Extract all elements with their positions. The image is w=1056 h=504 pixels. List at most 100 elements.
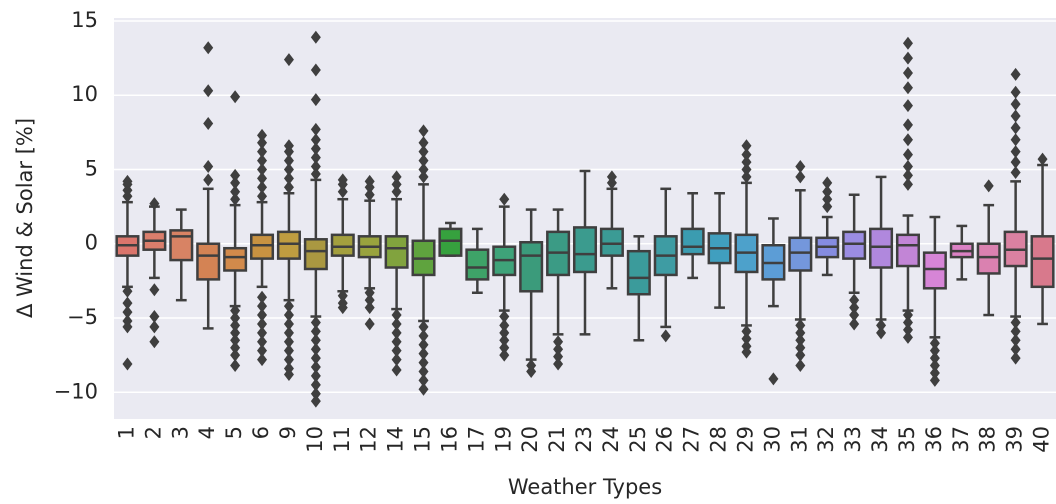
outlier bbox=[310, 351, 321, 365]
box bbox=[250, 233, 275, 260]
outlier bbox=[310, 142, 321, 156]
outlier bbox=[391, 170, 402, 184]
outlier bbox=[230, 168, 241, 182]
outlier bbox=[849, 293, 860, 307]
outlier bbox=[364, 301, 375, 315]
outlier bbox=[283, 326, 294, 340]
outlier bbox=[553, 357, 564, 371]
outlier bbox=[902, 36, 913, 50]
outlier bbox=[364, 286, 375, 300]
x-tick-label: 2 bbox=[141, 426, 165, 439]
y-tick-label: 10 bbox=[71, 82, 98, 106]
box bbox=[384, 235, 409, 269]
outlier bbox=[310, 394, 321, 408]
box bbox=[895, 233, 920, 268]
outlier bbox=[230, 348, 241, 362]
outlier bbox=[283, 53, 294, 67]
outlier bbox=[310, 378, 321, 392]
outlier bbox=[283, 154, 294, 168]
x-tick-label: 1 bbox=[114, 426, 138, 439]
outlier bbox=[795, 318, 806, 332]
box bbox=[169, 229, 194, 262]
outlier bbox=[283, 180, 294, 194]
outlier bbox=[257, 308, 268, 322]
outlier bbox=[310, 93, 321, 107]
outlier bbox=[929, 373, 940, 387]
outlier bbox=[391, 308, 402, 322]
outlier bbox=[1010, 342, 1021, 356]
outlier bbox=[795, 326, 806, 340]
outlier bbox=[1010, 324, 1021, 338]
outlier bbox=[983, 179, 994, 193]
x-tick-label: 24 bbox=[599, 426, 623, 453]
outlier bbox=[230, 304, 241, 318]
outlier bbox=[499, 326, 510, 340]
outlier bbox=[1010, 85, 1021, 99]
outlier bbox=[310, 122, 321, 136]
outlier bbox=[768, 372, 779, 386]
outlier bbox=[795, 170, 806, 184]
x-axis-label: Weather Types bbox=[508, 475, 662, 499]
outlier bbox=[122, 357, 133, 371]
outlier bbox=[230, 341, 241, 355]
outlier bbox=[795, 160, 806, 174]
outlier bbox=[283, 308, 294, 322]
x-tick-label: 29 bbox=[733, 426, 757, 453]
x-tick-label: 11 bbox=[330, 426, 354, 453]
outlier bbox=[257, 335, 268, 349]
outlier bbox=[902, 133, 913, 147]
x-tick-label: 19 bbox=[491, 426, 515, 453]
outlier bbox=[418, 382, 429, 396]
outlier bbox=[391, 344, 402, 358]
outlier bbox=[849, 317, 860, 331]
outlier bbox=[929, 351, 940, 365]
outlier bbox=[499, 348, 510, 362]
outlier bbox=[876, 318, 887, 332]
x-tick-label: 15 bbox=[411, 426, 435, 453]
outlier bbox=[1010, 97, 1021, 111]
outlier bbox=[499, 333, 510, 347]
outlier bbox=[310, 369, 321, 383]
box bbox=[330, 233, 355, 257]
outlier bbox=[929, 366, 940, 380]
outlier bbox=[203, 116, 214, 130]
outlier bbox=[391, 185, 402, 199]
outlier bbox=[1010, 165, 1021, 179]
outlier bbox=[230, 311, 241, 325]
x-tick-label: 39 bbox=[1003, 426, 1027, 453]
outlier bbox=[257, 162, 268, 176]
outlier bbox=[283, 139, 294, 153]
outlier bbox=[902, 66, 913, 80]
outlier bbox=[499, 341, 510, 355]
x-tick-label: 20 bbox=[518, 426, 542, 453]
outlier bbox=[310, 160, 321, 174]
box bbox=[680, 227, 705, 256]
outlier bbox=[1010, 145, 1021, 159]
outlier bbox=[902, 99, 913, 113]
outlier bbox=[230, 326, 241, 340]
outlier bbox=[257, 189, 268, 203]
outlier bbox=[364, 188, 375, 202]
outlier bbox=[606, 170, 617, 184]
box bbox=[869, 227, 894, 269]
outlier bbox=[230, 185, 241, 199]
outlier bbox=[902, 308, 913, 322]
outlier bbox=[122, 174, 133, 188]
outlier bbox=[418, 170, 429, 184]
outlier bbox=[283, 317, 294, 331]
box bbox=[303, 238, 328, 271]
outlier bbox=[418, 136, 429, 150]
outlier bbox=[310, 30, 321, 44]
outlier bbox=[257, 154, 268, 168]
outlier bbox=[149, 310, 160, 324]
outlier bbox=[310, 333, 321, 347]
outlier bbox=[876, 326, 887, 340]
outlier bbox=[741, 148, 752, 162]
outlier bbox=[418, 373, 429, 387]
outlier bbox=[391, 363, 402, 377]
outlier bbox=[337, 185, 348, 199]
outlier bbox=[795, 348, 806, 362]
outlier bbox=[257, 299, 268, 313]
y-tick-label: 5 bbox=[85, 156, 98, 180]
outlier bbox=[122, 296, 133, 310]
